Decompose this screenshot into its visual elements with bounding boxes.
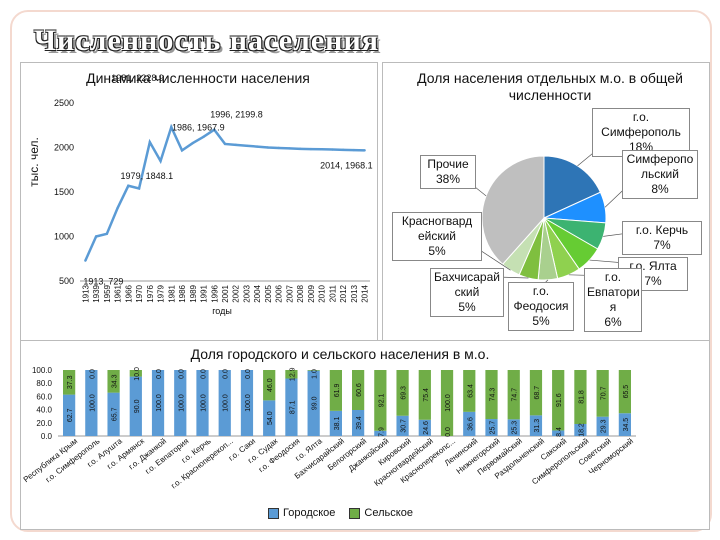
pie-label-line: Феодосия: [513, 299, 569, 313]
pie-label-line: 5%: [428, 244, 446, 258]
pie-label-line: Бахчисарай: [434, 270, 500, 284]
pie-label-line: 6%: [604, 315, 622, 329]
pie-label-line: 7%: [653, 238, 671, 252]
pie-label-line: г.о.: [632, 110, 650, 124]
pie-slice-label: Симферопо льский 8%: [622, 150, 698, 199]
pie-label-line: г.о.: [604, 270, 622, 284]
pie-label-line: Симферополь: [601, 125, 681, 139]
pie-label-line: Прочие: [427, 157, 469, 171]
pie-label-line: ский: [454, 285, 480, 299]
pie-label-line: г.о. Керчь: [635, 223, 689, 237]
pie-label-line: 38%: [435, 172, 461, 186]
pie-slice-label: г.о. Евпатори я 6%: [584, 268, 642, 332]
legend-item-urban: Городское: [268, 507, 335, 519]
legend-item-rural: Сельское: [349, 507, 413, 519]
pie-label-line: ейский: [417, 229, 457, 243]
pie-label-line: Красногвард: [401, 214, 473, 228]
line-chart-panel: [20, 62, 378, 342]
pie-label-line: г.о.: [532, 284, 550, 298]
pie-chart-title: Доля населения отдельных м.о. в общей чи…: [417, 70, 683, 103]
pie-label-line: Симферопо: [626, 152, 694, 166]
pie-slice-label: г.о. Керчь 7%: [622, 221, 702, 255]
pie-label-line: льский: [641, 167, 679, 181]
slide-frame: [10, 10, 712, 532]
line-chart-title: Динамика численности населения: [86, 70, 310, 86]
page-title: Численность населения: [34, 24, 379, 57]
pie-slice-label: г.о. Феодосия 5%: [508, 282, 574, 331]
pie-slice-label: Красногвард ейский 5%: [392, 212, 482, 261]
pie-label-line: Евпатори: [587, 285, 640, 299]
bar-chart-panel: [20, 340, 710, 530]
bar-chart-title: Доля городского и сельского населения в …: [190, 346, 490, 362]
pie-slice-label: г.о. Симферополь 18%: [592, 108, 690, 157]
pie-label-line: 7%: [644, 274, 662, 288]
pie-label-line: 5%: [532, 314, 550, 328]
pie-slice-label: Бахчисарай ский 5%: [430, 268, 504, 317]
pie-label-line: 8%: [651, 182, 669, 196]
pie-slice-label: Прочие 38%: [420, 155, 476, 189]
pie-label-line: 5%: [458, 300, 476, 314]
pie-label-line: я: [609, 300, 617, 314]
bar-legend: Городское Сельское: [268, 507, 413, 519]
